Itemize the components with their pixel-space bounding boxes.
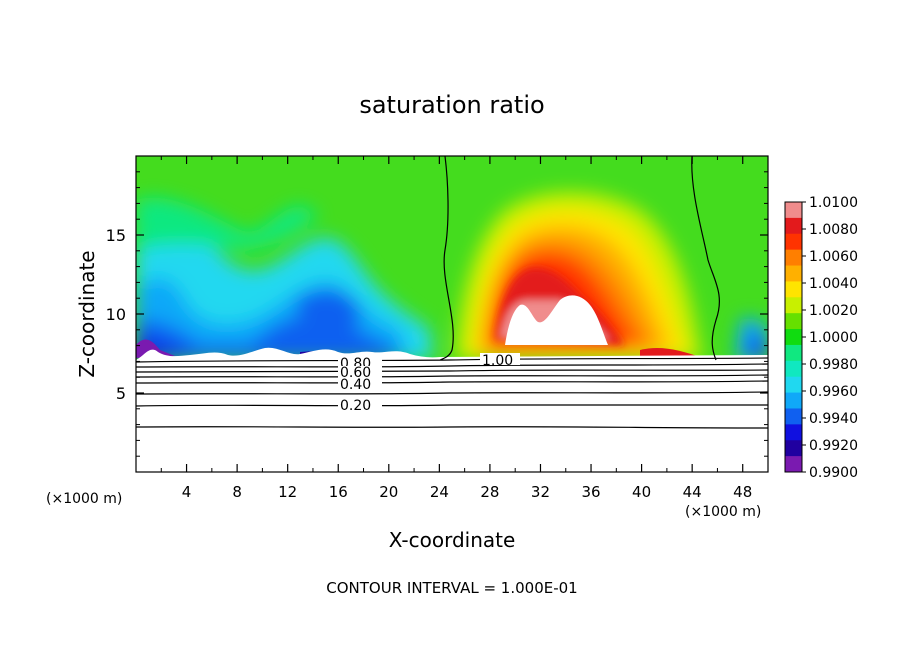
- colorbar-swatch: [785, 360, 802, 378]
- colorbar-label: 1.0100: [809, 195, 858, 211]
- colorbar-swatch: [785, 424, 802, 441]
- colorbar: 1.0100 1.0080 1.0060 1.0040 1.0020 1.0000 0.99…: [784, 195, 858, 481]
- y-tick-label: 5: [116, 384, 126, 403]
- contour-label-group: 0.80 0.60 0.40 0.20 1.00: [338, 353, 520, 414]
- x-tick-label: 8: [232, 483, 242, 501]
- colorbar-swatch: [785, 344, 802, 362]
- colorbar-swatch: [785, 202, 802, 219]
- colorbar-label: 0.9940: [809, 411, 858, 427]
- colorbar-swatch: [785, 440, 802, 457]
- colorbar-label: 0.9920: [809, 438, 858, 454]
- x-tick-label: 16: [329, 483, 348, 501]
- x-tick-label: 32: [531, 483, 550, 501]
- colorbar-swatch: [785, 233, 802, 251]
- x-tick-label: 20: [379, 483, 398, 501]
- contour-label-0.40: 0.40: [340, 377, 371, 393]
- contour-label-1.00: 1.00: [482, 353, 513, 369]
- contour-interval-note: CONTOUR INTERVAL = 1.000E-01: [326, 579, 577, 597]
- x-tick-label: 48: [733, 483, 752, 501]
- y-axis-label: Z-coordinate: [75, 250, 99, 377]
- contour-label-0.20: 0.20: [340, 398, 371, 414]
- colorbar-label: 0.9980: [809, 357, 858, 373]
- chart-title: saturation ratio: [359, 91, 544, 119]
- colorbar-swatch: [785, 392, 802, 409]
- y-tick-label: 10: [106, 305, 126, 324]
- contour-label-0.60: 0.60: [340, 365, 371, 381]
- colorbar-swatch: [785, 376, 802, 394]
- colorbar-label: 1.0080: [809, 222, 858, 238]
- heatmap-field: [136, 156, 768, 472]
- x-tick-label: 24: [430, 483, 449, 501]
- colorbar-swatch: [785, 281, 802, 298]
- colorbar-swatch: [785, 408, 802, 425]
- contour-lines: [136, 156, 768, 429]
- colorbar-swatch: [785, 217, 802, 235]
- x-tick-label: 28: [480, 483, 499, 501]
- colorbar-swatch: [785, 456, 802, 473]
- x-tick-label: 40: [632, 483, 651, 501]
- colorbar-swatch: [785, 265, 802, 282]
- colorbar-label: 1.0000: [809, 330, 858, 346]
- colorbar-swatch: [785, 249, 802, 267]
- y-tick-label: 15: [106, 226, 126, 245]
- x-axis: 4 8 12 16 20 24 28 32 36 40 44 48: [160, 156, 752, 501]
- y-axis: 5 10 15: [106, 171, 768, 457]
- colorbar-label: 1.0020: [809, 303, 858, 319]
- x-unit-label-right: (×1000 m): [685, 504, 761, 520]
- colorbar-label: 0.9960: [809, 384, 858, 400]
- x-axis-label: X-coordinate: [389, 528, 516, 552]
- x-unit-label-left: (×1000 m): [46, 491, 122, 507]
- x-tick-label: 4: [182, 483, 192, 501]
- colorbar-swatch: [785, 329, 802, 346]
- colorbar-label: 0.9900: [809, 465, 858, 481]
- colorbar-label: 1.0060: [809, 249, 858, 265]
- colorbar-label: 1.0040: [809, 276, 858, 292]
- colorbar-swatch: [785, 313, 802, 330]
- x-tick-label: 12: [278, 483, 297, 501]
- x-tick-label: 36: [581, 483, 600, 501]
- x-tick-label: 44: [683, 483, 702, 501]
- colorbar-swatch: [785, 297, 802, 314]
